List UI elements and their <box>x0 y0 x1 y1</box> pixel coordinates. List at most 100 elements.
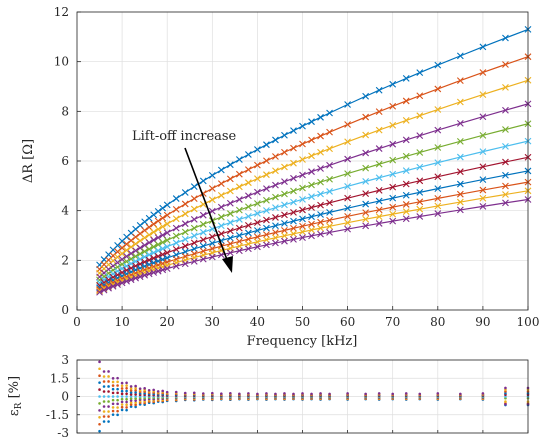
series-marker <box>290 198 297 206</box>
error-point <box>134 384 137 388</box>
series-marker <box>199 211 207 219</box>
series-marker <box>502 142 509 150</box>
series-marker <box>145 251 153 259</box>
series-marker <box>254 243 261 251</box>
series-marker <box>317 224 324 232</box>
series-marker <box>181 189 189 196</box>
error-y-axis-label: εR [%] <box>7 376 24 416</box>
series-marker <box>281 232 288 240</box>
series-marker <box>190 183 198 191</box>
error-point <box>116 391 119 395</box>
series-marker <box>263 196 270 204</box>
series-marker <box>272 204 279 212</box>
series-marker <box>159 251 167 258</box>
series-marker <box>299 222 306 230</box>
error-point <box>418 392 422 396</box>
series-marker <box>502 191 509 198</box>
series-marker <box>479 176 487 183</box>
series-marker <box>389 203 397 211</box>
series-marker <box>244 240 252 248</box>
series-marker <box>254 200 261 207</box>
series-marker <box>263 185 270 192</box>
error-point <box>107 390 110 393</box>
series-marker <box>434 126 442 134</box>
series-marker <box>208 253 216 261</box>
error-point <box>134 405 137 409</box>
error-point <box>98 416 101 419</box>
series-marker <box>317 178 324 186</box>
error-point <box>125 392 128 396</box>
series-marker <box>290 230 297 238</box>
error-point <box>125 386 128 390</box>
error-point <box>120 389 124 393</box>
series-marker <box>375 108 383 115</box>
series-marker <box>244 229 252 237</box>
series-marker <box>263 236 270 244</box>
error-point <box>238 392 241 396</box>
error-point <box>98 374 101 377</box>
error-point <box>301 392 304 395</box>
series-marker <box>290 174 297 182</box>
series-marker <box>272 181 279 189</box>
error-point <box>504 386 507 390</box>
series-marker <box>199 177 207 185</box>
series-marker <box>163 265 171 272</box>
error-point <box>116 387 119 391</box>
series-marker <box>114 253 121 261</box>
series-marker <box>272 136 279 144</box>
error-point <box>125 384 128 387</box>
error-point <box>116 376 119 380</box>
series-marker <box>389 102 397 110</box>
series-marker <box>502 182 509 190</box>
main-y-tick-label: 12 <box>54 5 69 19</box>
series-marker <box>326 188 333 195</box>
error-point <box>328 392 331 396</box>
series-marker <box>362 164 370 172</box>
error-point <box>152 388 155 392</box>
error-point <box>138 387 142 390</box>
error-point <box>274 392 277 396</box>
error-point <box>481 392 485 395</box>
series-marker <box>190 195 198 203</box>
series-marker <box>308 193 315 201</box>
series-marker <box>434 85 442 93</box>
error-point <box>102 380 106 383</box>
error-point <box>111 409 115 413</box>
series-marker <box>254 219 261 227</box>
error-point <box>129 403 133 406</box>
series-marker <box>290 209 297 216</box>
series-marker <box>326 161 333 169</box>
series-marker <box>317 211 324 218</box>
error-point <box>116 398 119 402</box>
series-marker <box>456 52 464 60</box>
error-point <box>120 405 124 409</box>
series-marker <box>375 186 383 194</box>
series-3 <box>96 76 532 277</box>
series-marker <box>199 220 207 228</box>
series-marker <box>479 194 487 202</box>
main-x-tick-label: 40 <box>250 315 265 329</box>
error-point <box>107 405 110 408</box>
error-point <box>346 392 349 395</box>
series-marker <box>416 198 424 206</box>
series-marker <box>434 173 442 181</box>
series-marker <box>299 206 306 214</box>
error-point <box>134 386 137 390</box>
error-point <box>107 375 110 378</box>
error-point <box>377 392 381 395</box>
series-marker <box>145 245 153 253</box>
series-marker <box>181 260 189 268</box>
error-point <box>116 413 119 417</box>
error-point <box>364 392 367 396</box>
series-marker <box>326 175 333 183</box>
series-marker <box>244 179 252 187</box>
series-marker <box>416 112 424 120</box>
series-marker <box>145 270 153 278</box>
series-marker <box>254 238 261 246</box>
error-point <box>120 400 124 404</box>
error-point <box>174 390 178 394</box>
series-marker <box>402 208 410 216</box>
series-marker <box>344 194 351 202</box>
series-marker <box>308 118 315 126</box>
series-marker <box>150 228 158 236</box>
